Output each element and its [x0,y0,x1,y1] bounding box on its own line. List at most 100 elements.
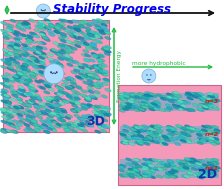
Ellipse shape [60,108,67,112]
Ellipse shape [58,90,64,94]
Ellipse shape [82,50,89,53]
Ellipse shape [81,107,88,111]
Ellipse shape [4,129,11,132]
Ellipse shape [60,39,66,42]
Ellipse shape [197,137,204,140]
Ellipse shape [160,97,167,101]
Ellipse shape [98,70,105,73]
Ellipse shape [191,167,198,171]
Ellipse shape [4,94,11,98]
Ellipse shape [85,74,92,77]
Ellipse shape [18,106,24,109]
Ellipse shape [21,73,28,77]
Ellipse shape [58,43,65,47]
Ellipse shape [50,128,57,132]
Ellipse shape [29,72,35,76]
Ellipse shape [101,82,108,86]
Ellipse shape [21,46,28,50]
Ellipse shape [81,33,88,36]
Ellipse shape [175,124,182,128]
Ellipse shape [3,50,10,53]
Ellipse shape [23,83,30,86]
Ellipse shape [149,92,155,96]
Ellipse shape [197,168,204,172]
Ellipse shape [65,46,71,49]
Ellipse shape [73,123,79,127]
Ellipse shape [167,96,174,99]
Ellipse shape [52,42,59,45]
Ellipse shape [45,121,52,125]
Ellipse shape [29,99,36,102]
Ellipse shape [36,98,43,102]
Ellipse shape [179,107,185,110]
Ellipse shape [32,66,39,69]
Ellipse shape [47,117,53,121]
Ellipse shape [185,134,192,137]
Ellipse shape [39,102,45,106]
Ellipse shape [180,139,187,143]
Ellipse shape [201,170,208,173]
Ellipse shape [24,93,30,96]
Ellipse shape [172,97,179,101]
Ellipse shape [40,65,47,69]
Ellipse shape [75,85,82,89]
Ellipse shape [135,165,142,168]
Ellipse shape [105,50,112,53]
Ellipse shape [147,130,154,134]
Circle shape [36,4,50,18]
Ellipse shape [154,103,161,107]
Ellipse shape [98,70,105,74]
Ellipse shape [74,91,81,95]
Ellipse shape [165,174,172,177]
Ellipse shape [71,26,78,30]
Ellipse shape [93,66,100,70]
Ellipse shape [149,108,155,111]
Ellipse shape [32,103,39,106]
Ellipse shape [166,127,172,130]
Ellipse shape [188,164,195,167]
Ellipse shape [87,31,93,35]
Ellipse shape [137,94,144,98]
Ellipse shape [53,121,59,125]
Ellipse shape [31,47,37,51]
Ellipse shape [154,125,161,128]
Ellipse shape [26,127,32,130]
Ellipse shape [35,51,42,54]
Ellipse shape [98,65,105,68]
Ellipse shape [0,65,7,69]
Ellipse shape [84,77,91,80]
Ellipse shape [136,139,143,143]
Ellipse shape [79,122,86,125]
Ellipse shape [17,79,24,83]
Bar [3,20,109,132]
Ellipse shape [72,108,78,112]
Ellipse shape [125,102,131,106]
Ellipse shape [3,32,9,36]
Ellipse shape [13,49,19,52]
Ellipse shape [61,125,68,129]
Ellipse shape [178,162,185,166]
Ellipse shape [91,96,98,100]
Ellipse shape [16,91,23,94]
Ellipse shape [133,136,140,140]
Ellipse shape [9,88,16,92]
Ellipse shape [3,94,10,98]
Ellipse shape [129,142,135,146]
Ellipse shape [145,91,151,95]
Ellipse shape [92,73,99,77]
Ellipse shape [165,172,172,175]
Ellipse shape [32,59,38,63]
Ellipse shape [134,106,141,110]
Ellipse shape [76,127,82,131]
Ellipse shape [156,175,163,178]
Ellipse shape [102,70,109,73]
Ellipse shape [131,134,138,138]
Ellipse shape [59,50,66,54]
Ellipse shape [131,136,138,139]
Ellipse shape [24,119,31,122]
Ellipse shape [12,130,18,134]
Ellipse shape [82,115,88,118]
Ellipse shape [188,129,194,133]
Ellipse shape [77,123,84,127]
Ellipse shape [87,83,94,87]
